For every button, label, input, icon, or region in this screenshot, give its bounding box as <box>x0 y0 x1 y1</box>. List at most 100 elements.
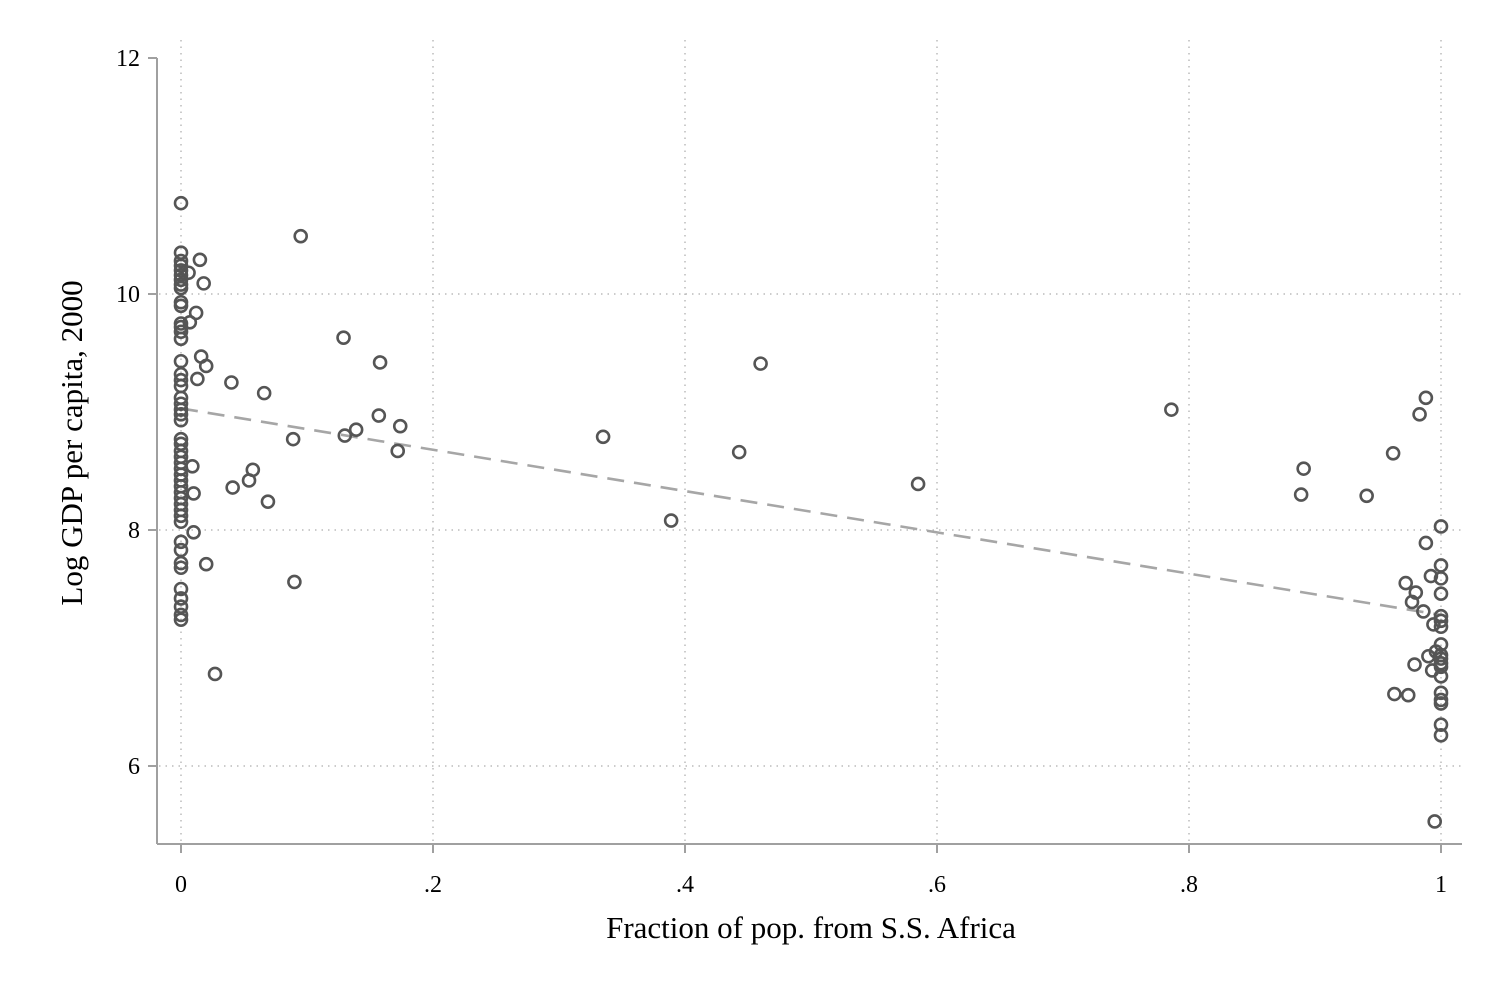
y-tick-label: 10 <box>116 282 140 308</box>
data-point <box>186 525 201 540</box>
data-point <box>173 407 189 422</box>
data-point <box>173 331 189 347</box>
data-point <box>1296 461 1311 476</box>
data-point <box>173 581 189 597</box>
data-point <box>1433 728 1449 743</box>
data-point <box>1433 619 1449 635</box>
data-point <box>1433 717 1449 733</box>
data-point <box>1433 608 1449 624</box>
data-point <box>287 574 302 590</box>
data-point <box>181 265 196 281</box>
x-axis-ticks: 0 .2 .4 .6 .8 1 <box>175 844 1447 898</box>
data-point <box>1385 445 1401 461</box>
y-axis-title: Log GDP per capita, 2000 <box>54 280 89 605</box>
data-point <box>1400 687 1416 703</box>
data-point <box>1398 575 1414 591</box>
data-point <box>753 356 768 371</box>
data-point <box>1427 814 1442 829</box>
data-point <box>663 513 679 528</box>
data-point <box>1433 613 1449 629</box>
x-tick-label: .8 <box>1180 872 1198 898</box>
data-point <box>173 612 189 627</box>
x-axis-title: Fraction of pop. from S.S. Africa <box>606 910 1016 945</box>
data-point <box>1359 488 1374 504</box>
data-point <box>173 514 189 530</box>
x-tick-label: 1 <box>1435 872 1447 898</box>
data-point <box>390 443 406 459</box>
data-point <box>1433 669 1449 684</box>
data-point <box>1433 651 1449 666</box>
data-point <box>285 431 301 447</box>
data-point <box>731 444 747 460</box>
data-point <box>173 253 189 269</box>
data-point <box>173 372 189 388</box>
data-point <box>348 422 364 438</box>
data-point <box>173 508 189 524</box>
data-point <box>337 428 353 443</box>
data-point <box>1407 657 1422 672</box>
data-point <box>173 280 189 296</box>
data-point <box>1433 519 1449 534</box>
data-point <box>1418 390 1434 406</box>
data-point <box>1293 487 1309 502</box>
y-tick-label: 12 <box>116 46 140 72</box>
data-point <box>1433 659 1449 675</box>
data-point <box>260 494 276 509</box>
axes <box>156 58 1462 845</box>
data-point <box>1433 637 1449 652</box>
data-point <box>173 591 189 606</box>
data-point <box>225 480 240 495</box>
data-point <box>224 375 239 390</box>
data-point <box>1426 617 1441 632</box>
data-point <box>910 476 926 492</box>
data-point <box>173 412 189 428</box>
data-point <box>192 252 208 268</box>
data-point <box>1433 685 1449 701</box>
data-point <box>173 263 189 278</box>
data-point <box>185 458 200 474</box>
data-point <box>173 195 189 211</box>
data-point <box>245 462 261 478</box>
y-tick-label: 8 <box>128 518 140 544</box>
data-point <box>1387 686 1402 702</box>
data-point <box>372 355 388 370</box>
data-point <box>173 402 189 417</box>
data-point <box>1408 585 1424 600</box>
data-point <box>198 358 214 374</box>
data-point <box>595 429 611 445</box>
data-point <box>190 371 205 387</box>
x-tick-label: .2 <box>424 872 442 898</box>
scatter-points <box>173 195 1449 829</box>
data-point <box>173 396 189 412</box>
data-point <box>1416 604 1431 619</box>
y-axis-ticks: 6 8 10 12 <box>116 46 157 780</box>
x-tick-label: 0 <box>175 872 187 898</box>
data-point <box>196 276 211 291</box>
data-point <box>173 324 189 340</box>
data-point <box>173 607 189 623</box>
data-point <box>198 556 214 572</box>
data-point <box>336 330 351 345</box>
data-point <box>1164 402 1179 417</box>
data-point <box>256 385 272 401</box>
data-point <box>1433 696 1449 711</box>
x-tick-label: .6 <box>928 872 946 898</box>
data-point <box>173 560 189 576</box>
data-point <box>188 305 204 321</box>
data-point <box>173 555 189 571</box>
data-point <box>1418 535 1434 551</box>
y-tick-label: 6 <box>128 754 140 780</box>
data-point <box>293 228 309 244</box>
data-point <box>173 534 189 550</box>
data-point <box>1433 571 1449 586</box>
data-point <box>392 418 408 434</box>
grid-lines <box>159 40 1462 842</box>
fit-line-group <box>180 407 1442 617</box>
fit-line <box>180 407 1442 617</box>
data-point <box>1433 586 1449 602</box>
data-point <box>371 408 387 423</box>
data-point <box>1412 407 1427 422</box>
data-point <box>207 666 223 682</box>
data-point <box>186 486 201 501</box>
